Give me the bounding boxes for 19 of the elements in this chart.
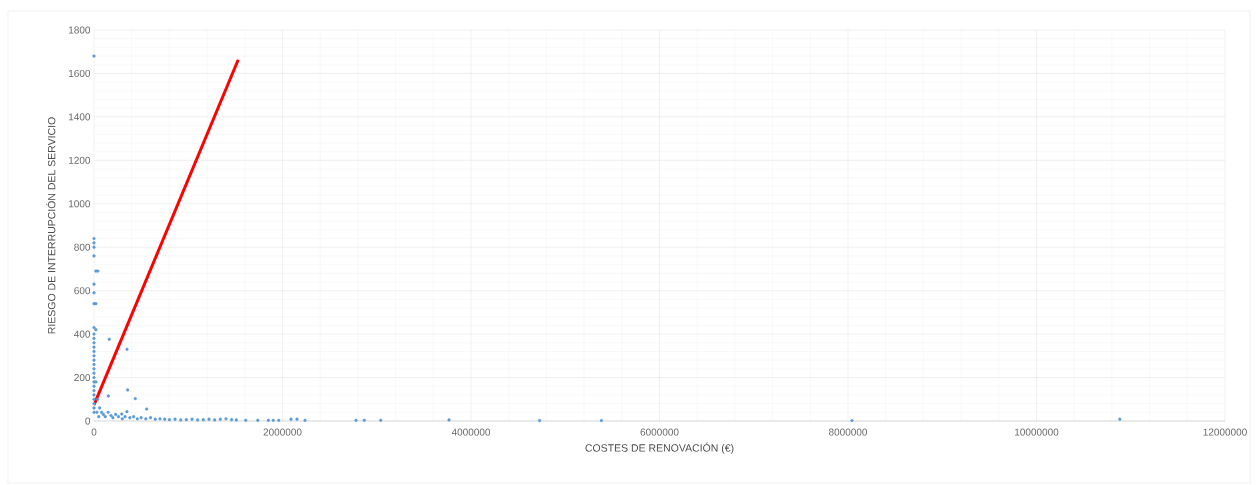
y-tick-label: 800 (74, 243, 91, 251)
y-tick-label: 0 (85, 417, 91, 425)
y-tick-label: 1200 (68, 156, 91, 164)
x-tick-label: 8000000 (828, 428, 868, 436)
y-tick-label: 1000 (68, 200, 91, 208)
y-tick-label: 400 (74, 330, 91, 338)
y-tick-label: 1400 (68, 113, 91, 121)
x-tick-label: 6000000 (640, 428, 679, 436)
x-tick-label: 2000000 (263, 428, 302, 436)
y-tick-label: 1800 (68, 26, 91, 34)
x-tick-label: 12000000 (1203, 428, 1247, 436)
x-axis-title: COSTES DE RENOVACIÓN (€) (585, 442, 734, 454)
x-tick-label: 4000000 (451, 428, 491, 436)
y-tick-label: 1600 (68, 69, 91, 77)
x-tick-label: 0 (91, 428, 97, 436)
y-tick-label: 600 (74, 287, 91, 295)
y-tick-label: 200 (74, 374, 91, 382)
y-axis-title: RIESGO DE INTERRUPCIÓN DEL SERVICIO (46, 117, 56, 334)
x-tick-label: 10000000 (1015, 428, 1059, 436)
